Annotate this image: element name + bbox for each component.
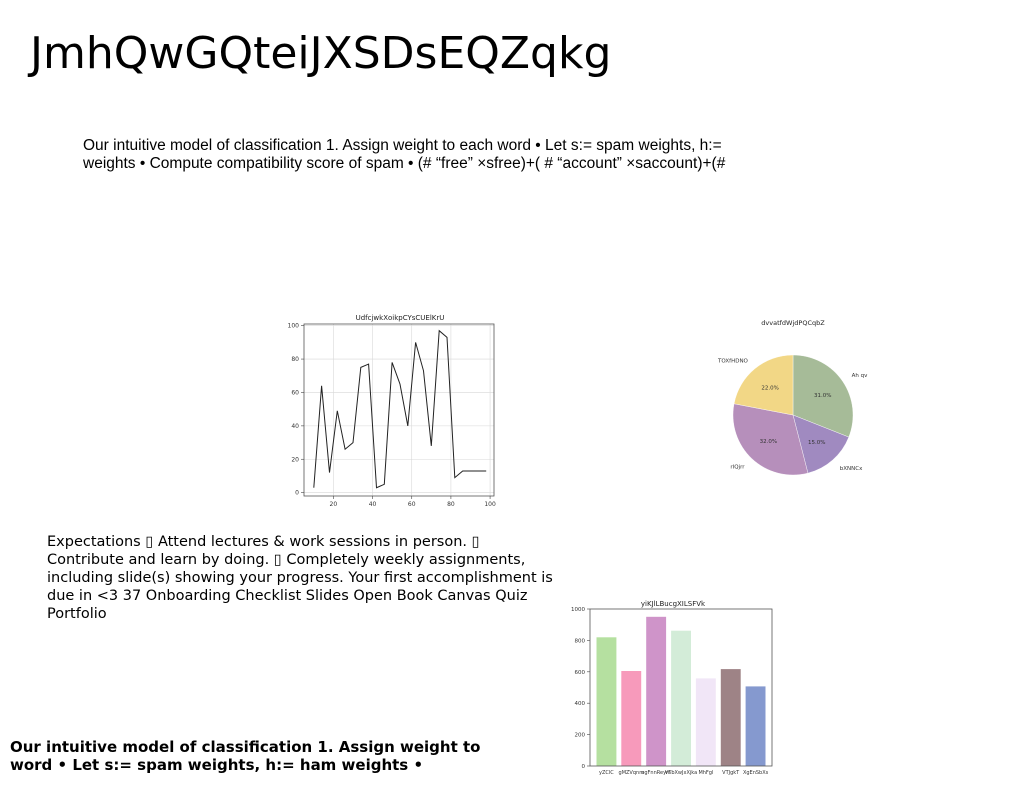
line-tick-label-x: 60 [408,501,416,508]
bar-6 [745,686,766,766]
bar-category-label: egFnnReym [641,770,671,776]
pie-slice-3 [733,354,794,416]
bar-tick-label-y: 400 [575,701,586,707]
pie-pct-label: 31.0% [814,393,831,399]
bar-tick-label-y: 600 [575,670,586,676]
paragraph-classification-bold: Our intuitive model of classification 1.… [10,738,481,774]
line-tick-label-y: 40 [291,423,299,430]
pie-slice-label: TOXfHDNO [717,358,749,364]
bar-chart-title: yiKJlLBucgXILSFVk [641,600,706,608]
bar-category-label: XgEnSbXs [743,770,769,776]
line-tick-label-x: 80 [447,501,455,508]
line-tick-label-y: 20 [291,456,299,463]
pie-pct-label: 32.0% [760,439,777,445]
pie-slice-label: Ah qv [852,373,868,379]
slide-title: JmhQwGQteiJXSDsEQZqkg [30,28,612,79]
line-tick-label-y: 80 [291,356,299,363]
line-chart-frame [303,323,495,497]
bar-chart-frame [589,608,773,767]
line-tick-label-y: 0 [295,490,299,497]
pie-pct-label: 22.0% [761,385,778,391]
paragraph-classification-model: Our intuitive model of classification 1.… [83,137,726,172]
pie-chart-title: dvvatfdWjdPQCqbZ [761,319,825,327]
line-tick-label-y: 60 [291,389,299,396]
line-chart: UdfcjwkXoikpCYsCUElKrU 20 40 60 80 100 0 20 40 6… [288,314,496,508]
line-tick-label-x: 100 [484,501,496,508]
paragraph-expectations: Expectations ▯ Attend lectures & work se… [47,534,553,622]
pie-slice-1 [792,414,850,474]
bar-category-label: gMZVqnm [619,770,645,776]
pie-slice-0 [792,354,854,438]
bar-0 [596,637,617,766]
bar-category-label: MhFgl [698,770,713,776]
bar-tick-label-y: 1000 [571,607,585,613]
pie-chart: dvvatfdWjdPQCqbZ 31.0% Ah qv 15.0% bXNNCx 32… [717,319,868,476]
pie-slice-label: bXNNCx [840,466,863,472]
line-tick-label-y: 100 [288,323,300,330]
bar-5 [720,669,741,766]
line-tick-label-x: 40 [369,501,377,508]
bar-category-label: VTJgkT [722,770,740,776]
bar-chart: yiKJlLBucgXILSFVk 0 200 400 600 800 1000 yZCl… [571,600,773,776]
line-tick-label-x: 20 [330,501,338,508]
line-chart-title: UdfcjwkXoikpCYsCUElKrU [356,314,445,322]
pie-slice-2 [732,403,809,476]
line-series [313,329,487,489]
bar-1 [621,671,642,766]
pie-pct-label: 15.0% [808,440,825,446]
pie-slice-label: rIQjrr [730,465,745,471]
bar-tick-label-y: 800 [575,638,586,644]
bar-category-label: VTbXwJxXjka [665,770,697,776]
bar-3 [671,630,691,766]
bar-2 [646,616,667,766]
bar-category-label: yZClC [599,770,614,776]
bar-tick-label-y: 200 [575,733,586,739]
bar-tick-label-y: 0 [582,764,586,770]
bar-4 [695,678,716,766]
